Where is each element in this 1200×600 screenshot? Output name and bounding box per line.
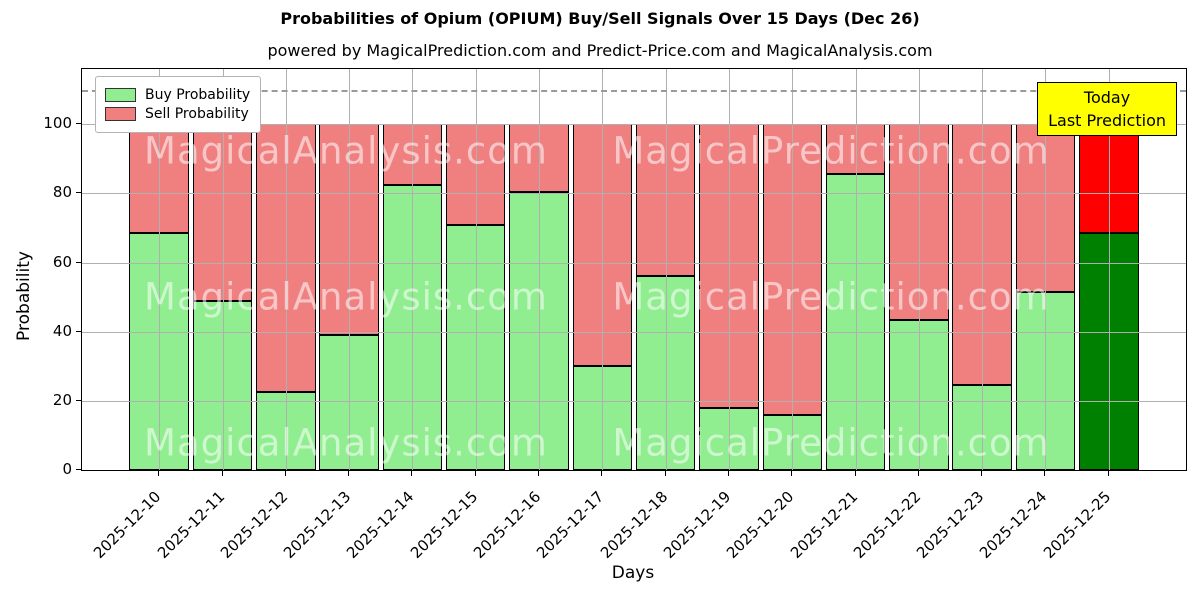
h-gridline <box>82 124 1186 126</box>
plot-area: MagicalAnalysis.com MagicalPrediction.com… <box>81 68 1187 471</box>
v-gridline <box>1108 69 1110 470</box>
x-tick-mark <box>917 471 919 476</box>
x-tick-mark <box>601 471 603 476</box>
y-tick-mark <box>76 192 81 194</box>
v-gridline <box>412 69 414 470</box>
y-tick-mark <box>76 399 81 401</box>
v-gridline <box>1045 69 1047 470</box>
y-axis-label: Probability <box>14 251 34 341</box>
annotation-line2: Last Prediction <box>1048 111 1166 130</box>
chart-title: Probabilities of Opium (OPIUM) Buy/Sell … <box>280 9 920 28</box>
x-tick-mark <box>664 471 666 476</box>
x-tick-mark <box>1044 471 1046 476</box>
v-gridline <box>222 69 224 470</box>
bar-buy-segment <box>192 300 253 470</box>
v-gridline <box>728 69 730 470</box>
v-gridline <box>475 69 477 470</box>
legend-label-sell: Sell Probability <box>145 106 249 122</box>
x-tick-mark <box>158 471 160 476</box>
x-tick-mark <box>727 471 729 476</box>
x-tick-mark <box>411 471 413 476</box>
x-tick-mark <box>981 471 983 476</box>
sell-color-swatch <box>105 107 136 121</box>
bar-buy-segment <box>699 407 759 470</box>
v-gridline <box>349 69 351 470</box>
x-tick-mark <box>474 471 476 476</box>
v-gridline <box>602 69 604 470</box>
chart-subtitle: powered by MagicalPrediction.com and Pre… <box>267 41 933 60</box>
x-tick-mark <box>348 471 350 476</box>
y-tick-mark <box>76 123 81 125</box>
v-gridline <box>539 69 541 470</box>
v-gridline <box>665 69 667 470</box>
legend: Buy Probability Sell Probability <box>95 76 262 133</box>
y-tick-mark <box>76 261 81 263</box>
annotation-line1: Today <box>1083 88 1131 107</box>
y-tick-label: 80 <box>52 183 72 202</box>
h-gridline <box>82 400 1186 402</box>
bar-sell-segment <box>192 124 253 301</box>
y-tick-mark <box>76 330 81 332</box>
bar-sell-segment <box>699 124 759 408</box>
y-tick-label: 60 <box>52 252 72 271</box>
v-gridline <box>792 69 794 470</box>
buy-color-swatch <box>105 88 136 102</box>
v-gridline <box>285 69 287 470</box>
y-tick-label: 40 <box>52 321 72 340</box>
x-tick-mark <box>221 471 223 476</box>
h-gridline <box>82 331 1186 333</box>
x-tick-mark <box>1107 471 1109 476</box>
x-tick-mark <box>538 471 540 476</box>
legend-item-sell: Sell Probability <box>105 106 250 122</box>
y-tick-label: 0 <box>62 460 72 478</box>
x-tick-mark <box>284 471 286 476</box>
legend-item-buy: Buy Probability <box>105 87 250 103</box>
x-tick-mark <box>854 471 856 476</box>
x-axis-label: Days <box>611 563 655 583</box>
v-gridline <box>918 69 920 470</box>
legend-label-buy: Buy Probability <box>145 87 251 103</box>
today-annotation: Today Last Prediction <box>1037 82 1177 136</box>
y-tick-label: 100 <box>43 114 72 133</box>
v-gridline <box>159 69 161 470</box>
h-gridline <box>82 262 1186 264</box>
h-gridline <box>82 193 1186 195</box>
v-gridline <box>982 69 984 470</box>
y-tick-mark <box>76 469 81 470</box>
x-tick-mark <box>791 471 793 476</box>
y-tick-label: 20 <box>52 390 72 409</box>
v-gridline <box>855 69 857 470</box>
threshold-dashed-line <box>82 89 1186 92</box>
